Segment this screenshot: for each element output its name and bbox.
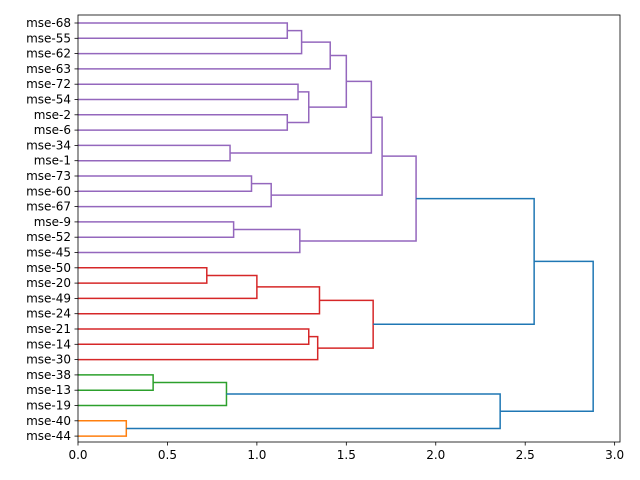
leaf-label: mse-30 <box>26 353 71 367</box>
leaf-label: mse-73 <box>26 169 71 183</box>
dendrogram-link-root <box>500 260 594 412</box>
x-tick-label: 0.5 <box>158 448 177 462</box>
leaf-label: mse-1 <box>34 154 71 168</box>
x-tick-label: 2.5 <box>516 448 535 462</box>
dendrogram-link-p15 <box>299 155 417 242</box>
dendrogram-link-p12 <box>271 116 383 196</box>
leaf-label: mse-50 <box>26 261 71 275</box>
leaf-label: mse-20 <box>26 276 71 290</box>
leaf-label: mse-14 <box>26 337 71 351</box>
plot-frame <box>77 14 621 443</box>
leaf-label: mse-13 <box>26 383 71 397</box>
dendrogram-link-p11 <box>78 182 272 208</box>
leaf-label: mse-67 <box>26 200 71 214</box>
x-tick-label: 2.0 <box>426 448 445 462</box>
dendrogram-link-p8 <box>78 144 231 162</box>
leaf-label: mse-19 <box>26 399 71 413</box>
leaf-label: mse-72 <box>26 77 71 91</box>
dendrogram-link-r3 <box>78 286 321 315</box>
x-tick-label: 0.0 <box>68 448 87 462</box>
leaf-label: mse-52 <box>26 230 71 244</box>
leaf-label: mse-9 <box>34 215 71 229</box>
leaf-label: mse-54 <box>26 93 71 107</box>
leaf-label: mse-38 <box>26 368 71 382</box>
dendrogram-link-r1 <box>78 267 208 284</box>
leaf-label: mse-34 <box>26 138 71 152</box>
leaf-label: mse-62 <box>26 47 71 61</box>
dendrogram-link-p1 <box>78 22 289 40</box>
distance-axis: 0.0 0.5 1.0 1.5 2.0 2.5 3.0 <box>68 442 624 462</box>
leaf-label: mse-44 <box>26 429 71 443</box>
leaf-label: mse-2 <box>34 108 71 122</box>
leaf-label: mse-6 <box>34 123 71 137</box>
leaf-label: mse-68 <box>26 16 71 30</box>
dendrogram-link-p2 <box>78 29 303 55</box>
dendrogram-link-o1 <box>78 420 128 437</box>
leaf-label: mse-24 <box>26 307 71 321</box>
leaf-label: mse-60 <box>26 184 71 198</box>
dendrogram-links <box>78 22 594 437</box>
x-tick-label: 3.0 <box>605 448 624 462</box>
dendrogram-link-r4 <box>78 328 310 346</box>
leaf-label: mse-40 <box>26 414 71 428</box>
leaf-axis: mse-68mse-55mse-62mse-63mse-72mse-54mse-… <box>26 16 78 443</box>
leaf-label: mse-45 <box>26 246 71 260</box>
leaf-label: mse-55 <box>26 31 71 45</box>
x-tick-label: 1.5 <box>337 448 356 462</box>
dendrogram-link-p5 <box>78 114 289 131</box>
dendrogram-link-r5 <box>78 335 319 361</box>
x-tick-label: 1.0 <box>247 448 266 462</box>
leaf-label: mse-63 <box>26 62 71 76</box>
leaf-label: mse-49 <box>26 291 71 305</box>
dendrogram-link-p6 <box>287 91 310 124</box>
leaf-label: mse-21 <box>26 322 71 336</box>
